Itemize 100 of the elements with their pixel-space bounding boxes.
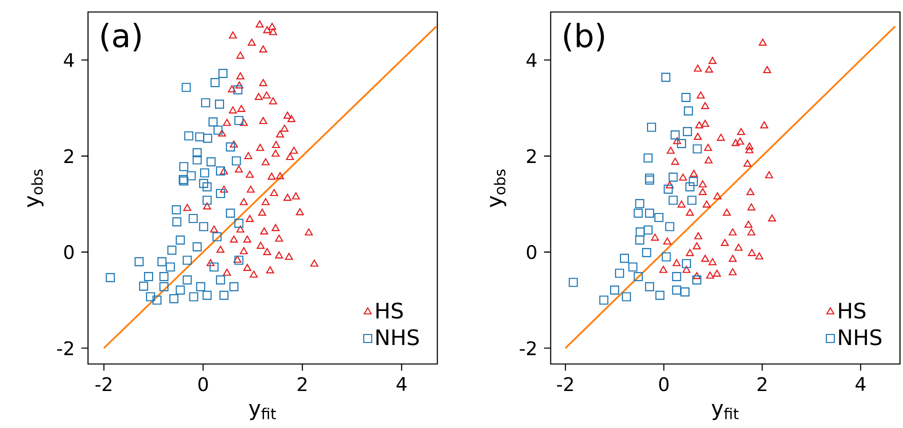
point xyxy=(704,144,712,151)
point xyxy=(664,184,673,194)
point xyxy=(195,132,204,142)
point xyxy=(139,282,148,291)
point xyxy=(232,156,241,166)
point xyxy=(671,158,680,165)
point xyxy=(634,272,643,282)
point xyxy=(210,262,219,272)
point xyxy=(229,282,238,292)
y-axis-title: y$_{obs}$ xyxy=(27,170,44,208)
point xyxy=(720,238,729,246)
point xyxy=(665,222,674,232)
point xyxy=(728,268,737,276)
y-tick-label: 4 xyxy=(526,53,536,67)
annotation: (b) xyxy=(564,22,604,52)
point xyxy=(646,122,656,132)
point xyxy=(615,268,624,278)
point xyxy=(688,176,698,186)
point xyxy=(226,208,235,218)
point xyxy=(666,146,675,154)
point xyxy=(196,282,206,292)
point xyxy=(202,196,212,205)
y-tick-label: -2 xyxy=(57,341,73,356)
point xyxy=(686,208,694,216)
point xyxy=(695,121,704,128)
point xyxy=(202,182,212,192)
x-tick-label: -2 xyxy=(96,377,112,391)
point xyxy=(200,168,210,178)
point xyxy=(692,144,702,154)
point xyxy=(704,156,713,164)
point xyxy=(642,248,652,258)
point xyxy=(662,252,671,262)
point xyxy=(202,290,212,300)
point xyxy=(192,148,202,158)
point xyxy=(169,294,178,304)
annotation: (a) xyxy=(102,22,141,52)
x-tick-label: 0 xyxy=(659,377,669,392)
point xyxy=(234,218,244,228)
point xyxy=(668,172,678,182)
point xyxy=(701,254,710,262)
point xyxy=(722,208,731,216)
point xyxy=(716,134,725,141)
point xyxy=(743,160,752,167)
point xyxy=(728,254,737,262)
legend-label: NHS xyxy=(839,329,882,346)
point xyxy=(182,275,192,284)
x-tick-label: 4 xyxy=(856,377,866,391)
point xyxy=(219,290,229,300)
point xyxy=(636,227,645,236)
legend-label: NHS xyxy=(376,329,419,346)
point xyxy=(668,196,678,205)
point xyxy=(234,116,244,126)
point xyxy=(599,296,608,305)
point xyxy=(681,92,691,102)
point xyxy=(692,275,702,284)
point xyxy=(634,208,643,218)
point xyxy=(654,212,664,222)
point xyxy=(610,286,620,295)
point xyxy=(645,208,654,218)
point xyxy=(176,236,185,245)
point xyxy=(663,237,672,245)
point xyxy=(694,232,702,240)
legend-label: HS xyxy=(376,302,403,319)
point xyxy=(684,106,693,116)
point xyxy=(745,146,754,154)
point xyxy=(682,127,692,136)
point xyxy=(673,137,682,144)
point xyxy=(678,200,686,208)
point xyxy=(736,138,744,145)
point xyxy=(708,258,717,266)
point xyxy=(201,98,210,108)
point xyxy=(167,246,176,255)
x-axis-title: y$_{fit}$ xyxy=(712,404,739,420)
point xyxy=(705,66,714,73)
point xyxy=(210,78,220,88)
x-tick-label: -2 xyxy=(557,377,573,391)
point xyxy=(706,272,714,279)
point xyxy=(644,225,653,235)
point xyxy=(645,282,654,292)
point xyxy=(744,220,752,228)
point xyxy=(233,85,242,94)
point xyxy=(713,192,722,200)
point xyxy=(192,242,202,252)
point xyxy=(644,153,653,163)
x-tick-label: 2 xyxy=(298,377,306,391)
y-tick-label: 2 xyxy=(527,149,536,163)
point xyxy=(672,286,682,295)
point xyxy=(188,214,198,224)
y-tick-label: 4 xyxy=(64,53,74,67)
point xyxy=(747,203,756,210)
point xyxy=(712,270,721,277)
point xyxy=(157,257,166,266)
point xyxy=(166,262,175,272)
point xyxy=(203,134,212,143)
point xyxy=(192,155,202,164)
point xyxy=(208,117,218,126)
point xyxy=(682,259,691,268)
point xyxy=(645,176,654,185)
point xyxy=(645,174,654,183)
point xyxy=(694,64,702,72)
